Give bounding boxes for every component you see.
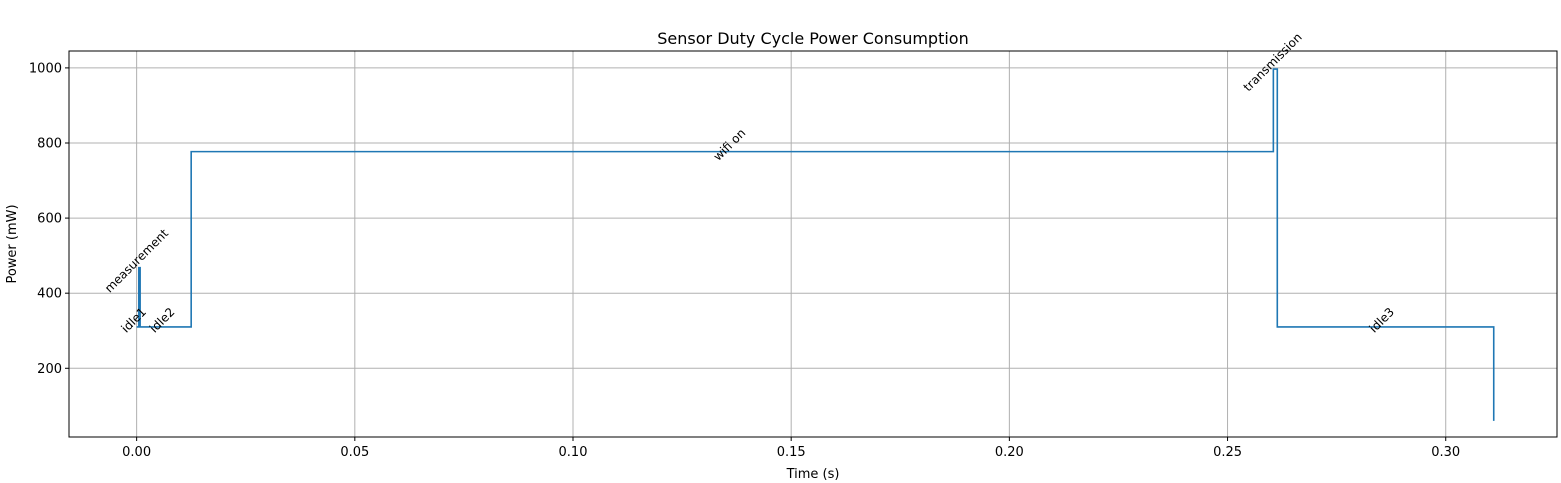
annotation-label: idle2 xyxy=(147,305,178,336)
series-layer xyxy=(136,68,1495,421)
x-axis-label: Time (s) xyxy=(786,467,840,482)
y-tick-label: 400 xyxy=(37,287,62,302)
tick-labels: 0.00 0.05 0.10 0.15 0.20 0.25 0.30 200 400 600 800… xyxy=(29,61,1460,460)
x-tick-label: 0.00 xyxy=(122,445,151,460)
y-axis-label: Power (mW) xyxy=(5,204,20,283)
x-tick-label: 0.20 xyxy=(995,445,1024,460)
y-tick-label: 200 xyxy=(37,362,62,377)
x-tick-label: 0.30 xyxy=(1431,445,1460,460)
annotation-label: idle3 xyxy=(1366,305,1397,336)
plot-frame xyxy=(68,50,1558,438)
x-tick-label: 0.05 xyxy=(340,445,369,460)
x-tick-label: 0.25 xyxy=(1213,445,1242,460)
y-tick-label: 600 xyxy=(37,212,62,227)
x-tick-label: 0.10 xyxy=(559,445,588,460)
y-tick-label: 1000 xyxy=(29,61,62,76)
chart-title: Sensor Duty Cycle Power Consumption xyxy=(657,29,968,48)
power-series-line xyxy=(136,68,1495,421)
x-tick-label: 0.15 xyxy=(777,445,806,460)
annotation-label: idle1 xyxy=(118,305,149,336)
grid xyxy=(69,51,1557,437)
annotation-label: wifi on xyxy=(711,126,749,164)
y-tick-label: 800 xyxy=(37,136,62,151)
